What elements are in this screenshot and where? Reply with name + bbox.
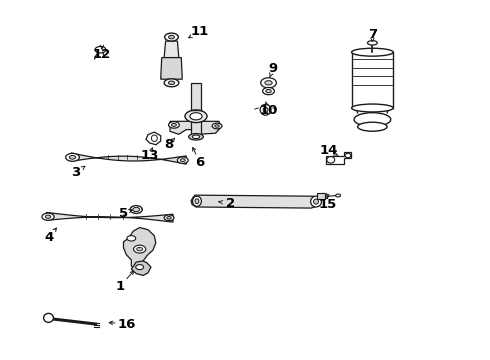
Ellipse shape — [265, 81, 272, 85]
Text: 14: 14 — [319, 144, 338, 157]
Ellipse shape — [193, 196, 201, 206]
Ellipse shape — [314, 199, 318, 204]
Ellipse shape — [130, 206, 143, 213]
Text: 13: 13 — [140, 149, 159, 162]
Ellipse shape — [336, 194, 341, 197]
Ellipse shape — [190, 113, 202, 120]
Ellipse shape — [164, 215, 174, 221]
Ellipse shape — [195, 199, 199, 204]
Ellipse shape — [169, 35, 174, 39]
Ellipse shape — [164, 79, 179, 87]
Ellipse shape — [260, 104, 271, 115]
Ellipse shape — [352, 104, 393, 112]
Polygon shape — [164, 41, 179, 58]
Ellipse shape — [189, 134, 203, 140]
Text: 4: 4 — [45, 231, 53, 244]
Text: 10: 10 — [259, 104, 278, 117]
Polygon shape — [71, 153, 186, 164]
Ellipse shape — [136, 265, 144, 270]
Ellipse shape — [70, 156, 75, 159]
Ellipse shape — [169, 81, 174, 85]
Text: 9: 9 — [269, 62, 278, 75]
Polygon shape — [131, 261, 151, 275]
Polygon shape — [326, 152, 351, 164]
Ellipse shape — [266, 90, 271, 93]
Ellipse shape — [212, 123, 222, 129]
Ellipse shape — [215, 125, 220, 127]
Ellipse shape — [137, 247, 143, 251]
Ellipse shape — [263, 87, 274, 95]
Ellipse shape — [327, 157, 335, 163]
Text: 7: 7 — [368, 28, 377, 41]
Text: 6: 6 — [196, 156, 204, 169]
Polygon shape — [317, 193, 325, 199]
Text: 16: 16 — [117, 318, 136, 330]
Ellipse shape — [368, 41, 377, 45]
Text: 1: 1 — [116, 280, 124, 293]
Ellipse shape — [352, 48, 393, 56]
Ellipse shape — [318, 194, 328, 199]
Ellipse shape — [127, 236, 136, 241]
Ellipse shape — [354, 113, 391, 126]
Polygon shape — [170, 121, 221, 134]
Ellipse shape — [177, 157, 188, 163]
Ellipse shape — [180, 159, 185, 162]
Ellipse shape — [133, 245, 146, 253]
Ellipse shape — [185, 110, 207, 123]
Polygon shape — [146, 132, 161, 145]
Ellipse shape — [261, 78, 276, 88]
Ellipse shape — [169, 122, 179, 128]
Text: 12: 12 — [93, 48, 111, 61]
Text: 5: 5 — [119, 207, 128, 220]
Ellipse shape — [263, 107, 268, 112]
Polygon shape — [123, 228, 156, 271]
Ellipse shape — [66, 153, 79, 161]
Ellipse shape — [358, 122, 387, 131]
Text: 15: 15 — [318, 198, 337, 211]
Polygon shape — [47, 212, 173, 222]
Text: 3: 3 — [72, 166, 80, 179]
Ellipse shape — [42, 213, 54, 220]
Ellipse shape — [44, 313, 53, 323]
Ellipse shape — [165, 33, 178, 41]
Ellipse shape — [133, 207, 140, 212]
Ellipse shape — [95, 46, 106, 53]
Ellipse shape — [151, 135, 157, 141]
Ellipse shape — [311, 196, 321, 207]
Polygon shape — [191, 83, 201, 137]
Ellipse shape — [192, 135, 200, 139]
Text: 11: 11 — [191, 25, 209, 38]
Ellipse shape — [46, 215, 51, 218]
Ellipse shape — [167, 217, 172, 219]
Ellipse shape — [345, 153, 351, 158]
Text: 2: 2 — [226, 197, 235, 210]
Polygon shape — [161, 58, 182, 79]
Ellipse shape — [172, 123, 176, 126]
Text: 8: 8 — [165, 138, 173, 150]
Polygon shape — [191, 195, 319, 208]
